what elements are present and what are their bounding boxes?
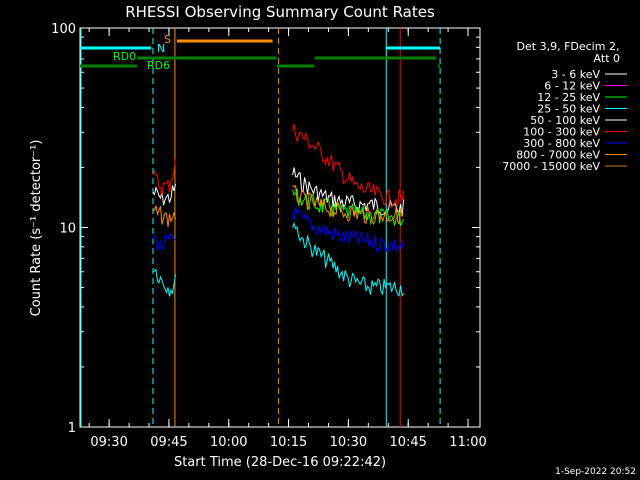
chart-title: RHESSI Observing Summary Count Rates xyxy=(125,3,435,21)
legend-label: 300 - 800 keV xyxy=(523,137,600,150)
series-line-3-1 xyxy=(292,221,405,298)
series-line-6-0 xyxy=(152,232,176,251)
rd0-label: RD0 xyxy=(113,50,136,63)
series-line-3-0 xyxy=(152,268,176,297)
x-tick-label: 10:00 xyxy=(210,435,247,450)
axis-ticks: 09:30 09:45 10:00 10:15 10:30 10:45 11:00 1 10 10… xyxy=(51,22,487,450)
series-line-5-1 xyxy=(292,123,405,209)
series-line-7-1 xyxy=(292,184,404,226)
y-tick-label: 10 xyxy=(59,222,76,237)
interval-markers: RD0 RD6 SN xyxy=(80,28,441,427)
x-tick-label: 09:45 xyxy=(150,435,187,450)
y-axis-label: Count Rate (s⁻¹ detector⁻¹) xyxy=(29,140,44,317)
series-line-6-1 xyxy=(292,206,405,254)
legend-label: 25 - 50 keV xyxy=(537,103,600,116)
x-tick-label: 11:00 xyxy=(449,435,486,450)
legend-label: 3 - 6 keV xyxy=(551,68,600,81)
series-line-7-0 xyxy=(152,205,176,227)
legend-label: 50 - 100 keV xyxy=(530,114,600,127)
series-line-5-0 xyxy=(152,157,176,196)
legend-label: 7000 - 15000 keV xyxy=(502,160,600,173)
x-tick-label: 10:15 xyxy=(270,435,307,450)
series-group xyxy=(152,123,405,298)
footer-timestamp: 1-Sep-2022 20:52 xyxy=(555,467,636,477)
y-tick-label: 1 xyxy=(68,421,76,436)
legend-title-line-1: Det 3,9, FDecim 2, xyxy=(517,40,620,53)
s-label: S xyxy=(164,33,171,46)
y-tick-label: 100 xyxy=(51,22,76,37)
legend-title-line-2: Att 0 xyxy=(594,52,620,65)
x-tick-label: 10:30 xyxy=(330,435,367,450)
x-axis-label: Start Time (28-Dec-16 09:22:42) xyxy=(174,455,386,470)
legend-label: 6 - 12 keV xyxy=(544,80,600,93)
series-line-0-0 xyxy=(152,183,176,206)
rd6-label: RD6 xyxy=(147,59,170,72)
legend-label: 100 - 300 keV xyxy=(523,126,600,139)
plot-frame xyxy=(79,27,481,428)
x-tick-label: 10:45 xyxy=(389,435,426,450)
legend-label: 12 - 25 keV xyxy=(537,91,600,104)
legend-label: 800 - 7000 keV xyxy=(516,149,600,162)
x-tick-label: 09:30 xyxy=(90,435,127,450)
n-label: N xyxy=(157,42,165,55)
